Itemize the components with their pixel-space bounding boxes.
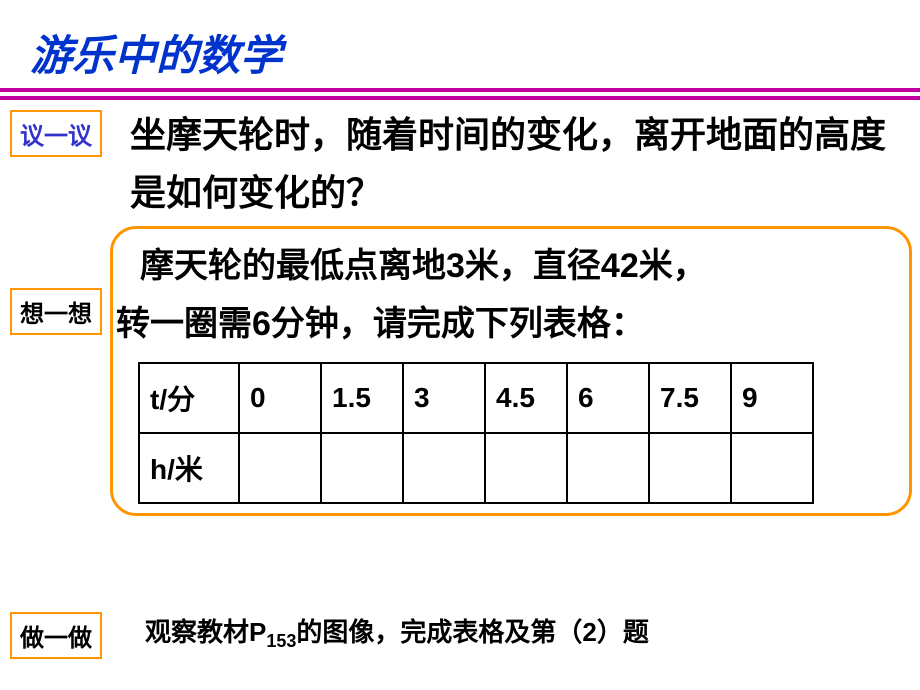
label-discuss: 议一议 <box>10 110 102 157</box>
footer-pre: 观察教材P <box>145 617 266 647</box>
think-text-1: 摩天轮的最低点离地3米，直径42米， <box>140 238 910 294</box>
cell <box>649 433 731 503</box>
table-row: h/米 <box>139 433 813 503</box>
label-do: 做一做 <box>10 612 102 659</box>
footer-text: 观察教材P153的图像，完成表格及第（2）题 <box>145 612 649 652</box>
cell: 3 <box>403 363 485 433</box>
divider-bottom <box>0 96 920 100</box>
page-title: 游乐中的数学 <box>30 22 282 83</box>
cell <box>239 433 321 503</box>
cell: 7.5 <box>649 363 731 433</box>
table-row: t/分 0 1.5 3 4.5 6 7.5 9 <box>139 363 813 433</box>
row2-header: h/米 <box>139 433 239 503</box>
cell: 1.5 <box>321 363 403 433</box>
cell: 0 <box>239 363 321 433</box>
cell <box>321 433 403 503</box>
cell <box>731 433 813 503</box>
row1-header: t/分 <box>139 363 239 433</box>
divider-top <box>0 88 920 92</box>
cell <box>485 433 567 503</box>
think-text-2: 转一圈需6分钟，请完成下列表格： <box>116 296 916 352</box>
question-text: 坐摩天轮时，随着时间的变化，离开地面的高度是如何变化的？ <box>130 106 910 221</box>
data-table: t/分 0 1.5 3 4.5 6 7.5 9 h/米 <box>138 362 814 504</box>
cell <box>567 433 649 503</box>
cell <box>403 433 485 503</box>
cell: 6 <box>567 363 649 433</box>
cell: 9 <box>731 363 813 433</box>
cell: 4.5 <box>485 363 567 433</box>
footer-sub: 153 <box>266 631 296 651</box>
label-think: 想一想 <box>10 288 102 335</box>
footer-post: 的图像，完成表格及第（2）题 <box>296 617 648 647</box>
